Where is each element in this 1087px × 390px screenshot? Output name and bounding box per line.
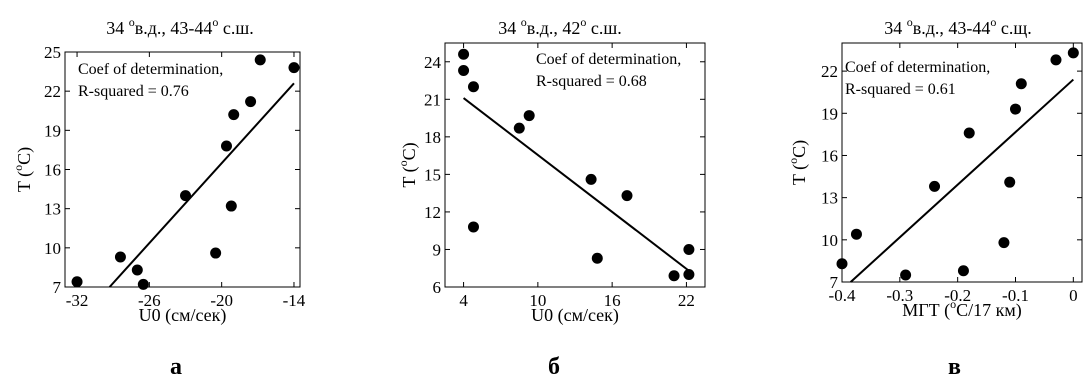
data-point — [467, 81, 479, 93]
data-point — [245, 96, 257, 108]
y-tick-label: 6 — [433, 278, 442, 297]
data-point — [957, 265, 969, 277]
x-tick-label: -0.3 — [886, 286, 913, 305]
data-point — [1015, 78, 1027, 90]
data-point — [850, 228, 862, 240]
chart-title: 34 oв.д., 43-44o с.щ. — [884, 15, 1032, 38]
y-tick-label: 22 — [44, 82, 61, 101]
regression-line — [108, 82, 295, 288]
x-axis-label: U0 (см/сек) — [139, 305, 227, 326]
data-point — [254, 54, 266, 66]
chart-b: 6 9 12 15 18 21 24 4 10 16 22 Coef of determination… — [396, 15, 706, 326]
data-point — [220, 140, 232, 152]
data-point — [513, 122, 525, 134]
chart-title: 34 oв.д., 42o с.ш. — [498, 15, 622, 38]
y-tick-label: 10 — [821, 231, 838, 250]
y-tick-label: 7 — [830, 273, 839, 292]
data-point — [114, 251, 126, 263]
data-point — [998, 237, 1010, 249]
panel-letter-v: в — [948, 354, 961, 380]
data-point — [1067, 47, 1079, 59]
data-point — [683, 243, 695, 255]
data-point — [668, 270, 680, 282]
y-tick-label: 13 — [44, 200, 61, 219]
y-tick-label: 10 — [44, 239, 61, 258]
r-squared-annotation: Coef of determination, — [845, 59, 990, 76]
x-axis-label: U0 (см/сек) — [531, 305, 619, 326]
r-squared-annotation: Coef of determination, — [78, 61, 223, 78]
x-tick-label: -0.4 — [829, 286, 856, 305]
x-tick-label: -20 — [210, 291, 233, 310]
x-tick-label: -14 — [283, 291, 306, 310]
x-tick-label: 10 — [529, 291, 546, 310]
data-point — [585, 173, 597, 185]
y-axis-label: T (oC) — [396, 142, 420, 187]
x-tick-label: -0.1 — [1002, 286, 1029, 305]
data-point — [458, 65, 470, 77]
chart-a: 7 10 13 16 19 22 25 -32 -26 -20 -14 Coef of determi… — [11, 15, 306, 326]
y-tick-label: 19 — [821, 104, 838, 123]
r-squared-annotation: Coef of determination, — [536, 51, 681, 68]
data-point — [621, 190, 633, 202]
plot-frame — [444, 42, 706, 288]
data-point — [683, 268, 695, 280]
data-point — [929, 180, 941, 192]
data-point — [523, 110, 535, 122]
x-tick-label: 16 — [604, 291, 621, 310]
y-tick-label: 21 — [424, 90, 441, 109]
data-point — [288, 62, 300, 74]
data-point — [900, 269, 912, 281]
data-point — [131, 264, 143, 276]
x-tick-label: -0.2 — [944, 286, 971, 305]
y-tick-label: 13 — [821, 189, 838, 208]
data-point — [71, 276, 83, 288]
plot-frame — [841, 42, 1083, 283]
data-point — [225, 200, 237, 212]
y-axis-label: T (oC) — [786, 140, 810, 185]
data-point — [1004, 176, 1016, 188]
data-point — [1009, 103, 1021, 115]
y-tick-label: 16 — [821, 146, 838, 165]
x-tick-label: 4 — [459, 291, 468, 310]
x-tick-label: -26 — [138, 291, 161, 310]
r-squared-annotation: R-squared = 0.68 — [536, 73, 647, 90]
data-point — [591, 252, 603, 264]
panel-letter-b: б — [548, 354, 560, 380]
y-tick-label: 15 — [424, 165, 441, 184]
x-tick-label: -32 — [66, 291, 89, 310]
regression-line — [462, 97, 690, 272]
regression-line — [850, 78, 1074, 283]
data-point — [467, 221, 479, 233]
data-point — [210, 247, 222, 259]
x-tick-label: 0 — [1069, 286, 1078, 305]
r-squared-annotation: R-squared = 0.61 — [845, 81, 956, 98]
y-tick-label: 12 — [424, 203, 441, 222]
data-point — [836, 258, 848, 270]
data-point — [228, 109, 240, 121]
data-point — [458, 48, 470, 60]
data-point — [1050, 54, 1062, 66]
r-squared-annotation: R-squared = 0.76 — [78, 83, 189, 100]
chart-v: 7 10 13 16 19 22 -0.4 -0.3 -0.2 -0.1 0 Coef of dete… — [786, 15, 1083, 321]
y-tick-label: 22 — [821, 62, 838, 81]
data-point — [180, 190, 192, 202]
x-axis-label: МГТ (oС/17 км) — [902, 297, 1022, 321]
x-tick-label: 22 — [678, 291, 695, 310]
y-tick-label: 9 — [433, 240, 442, 259]
chart-title: 34 oв.д., 43-44o с.ш. — [106, 15, 254, 38]
y-tick-label: 18 — [424, 128, 441, 147]
y-tick-label: 25 — [44, 43, 61, 62]
y-tick-label: 24 — [424, 53, 442, 72]
y-tick-label: 7 — [53, 278, 62, 297]
y-axis-label: T (oC) — [11, 147, 35, 192]
data-point — [963, 127, 975, 139]
data-point — [137, 278, 149, 290]
y-tick-label: 16 — [44, 161, 61, 180]
y-tick-label: 19 — [44, 121, 61, 140]
panel-letter-a: а — [170, 354, 182, 380]
